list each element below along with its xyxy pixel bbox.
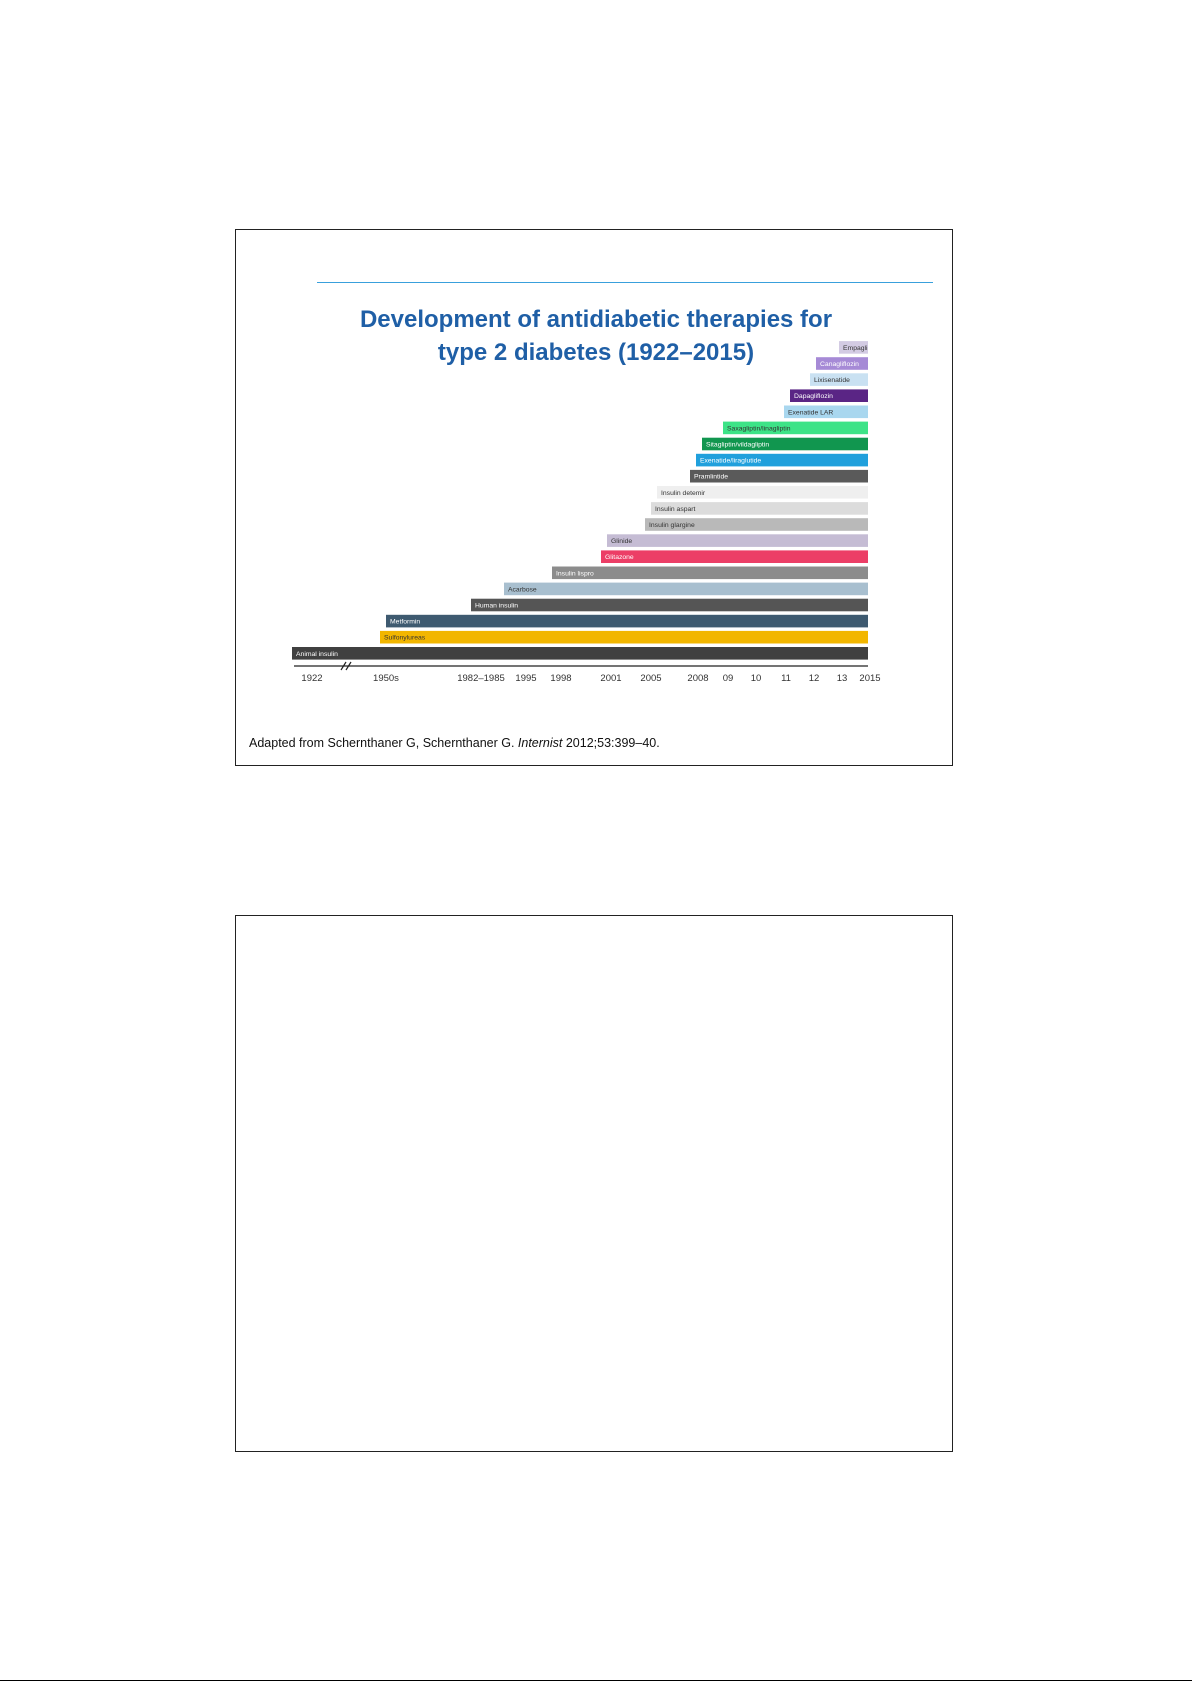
bar-label-19: Empagli	[843, 345, 868, 352]
tick-label-7: 2008	[687, 673, 708, 684]
citation: Adapted from Schernthaner G, Schernthane…	[249, 736, 660, 750]
bar-8	[645, 518, 868, 531]
tick-label-6: 2005	[640, 673, 661, 684]
bars-layer: Animal insulin Sulfonylureas Metformin Huma…	[292, 341, 868, 660]
bar-label-1: Sulfonylureas	[384, 635, 426, 642]
bar-label-15: Exenatide LAR	[788, 409, 833, 416]
bar-2	[386, 614, 868, 628]
ticks-layer: 1922 1950s 1982–1985 1995 1998 2001 2005 2008 09…	[301, 673, 880, 684]
bar-16	[790, 389, 868, 402]
bar-1	[380, 630, 868, 644]
tick-label-0: 1922	[301, 673, 322, 684]
bar-label-14: Saxagliptin/linagliptin	[727, 425, 791, 432]
bar-label-6: Glitazone	[605, 554, 634, 561]
bar-12	[696, 453, 868, 467]
bar-7	[607, 534, 868, 547]
slide-1: Development of antidiabetic therapies fo…	[235, 229, 953, 766]
bar-13	[702, 437, 868, 451]
bar-10	[657, 486, 868, 499]
tick-label-13: 2015	[859, 673, 880, 684]
slide-title-line-2: type 2 diabetes (1922–2015)	[437, 339, 755, 366]
title-rule	[317, 282, 933, 283]
tick-label-10: 11	[781, 673, 791, 684]
bar-17	[810, 373, 868, 386]
bar-18	[816, 357, 868, 370]
tick-label-8: 09	[723, 673, 734, 684]
tick-label-1: 1950s	[373, 673, 399, 684]
slide-title: Development of antidiabetic therapies fo…	[296, 303, 896, 369]
bar-5	[552, 566, 868, 580]
bar-label-3: Human insulin	[475, 603, 518, 610]
bar-label-2: Metformin	[390, 619, 420, 626]
bar-0	[292, 647, 868, 660]
bar-label-13: Sitagliptin/vildagliptin	[706, 442, 769, 449]
slide-2	[235, 915, 953, 1452]
bar-label-9: Insulin aspart	[655, 506, 696, 513]
bar-6	[601, 550, 868, 563]
bar-11	[690, 469, 868, 483]
bar-3	[471, 598, 868, 612]
bar-label-12: Exenatide/liraglutide	[700, 458, 761, 465]
page-bottom-rule	[0, 1680, 1192, 1681]
tick-label-5: 2001	[600, 673, 621, 684]
axis-break-mark	[340, 661, 352, 671]
bar-14	[723, 421, 868, 435]
tick-label-12: 13	[837, 673, 848, 684]
bar-label-4: Acarbose	[508, 586, 537, 593]
tick-label-3: 1995	[515, 673, 536, 684]
timeline-chart: Animal insulin Sulfonylureas Metformin Huma…	[292, 341, 881, 684]
bar-label-0: Animal insulin	[296, 651, 338, 658]
bar-label-11: Pramlintide	[694, 474, 728, 481]
bar-label-7: Glinide	[611, 538, 632, 545]
tick-label-11: 12	[809, 673, 820, 684]
citation-journal: Internist	[517, 736, 563, 750]
bar-label-16: Dapagliflozin	[794, 393, 833, 400]
citation-prefix: Adapted from Schernthaner G, Schernthane…	[249, 736, 518, 750]
citation-suffix: 2012;53:399–40.	[562, 736, 660, 750]
bar-4	[504, 582, 868, 596]
bar-label-5: Insulin lispro	[556, 570, 594, 577]
bar-label-8: Insulin glargine	[649, 522, 695, 529]
bar-label-10: Insulin detemir	[661, 490, 706, 497]
axis-layer	[294, 661, 868, 671]
bar-15	[784, 405, 868, 419]
slide-title-line-1: Development of antidiabetic therapies fo…	[359, 306, 833, 333]
tick-label-9: 10	[751, 673, 762, 684]
tick-label-4: 1998	[550, 673, 571, 684]
bar-9	[651, 502, 868, 515]
bar-19	[839, 341, 868, 354]
bar-label-18: Canagliflozin	[820, 361, 859, 368]
tick-label-2: 1982–1985	[457, 673, 505, 684]
bar-label-17: Lixisenatide	[814, 377, 850, 384]
